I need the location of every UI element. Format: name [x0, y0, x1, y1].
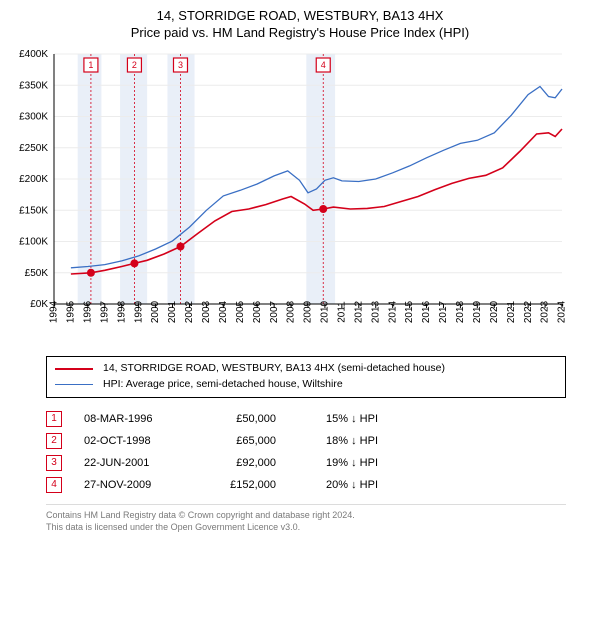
svg-text:£350K: £350K — [19, 80, 48, 91]
price-chart: £0K £50K £100K £150K £200K £250K £300K £350K £40… — [10, 46, 570, 346]
table-row: 3 22-JUN-2001 £92,000 19% ↓ HPI — [46, 452, 566, 474]
svg-text:2013: 2013 — [370, 300, 381, 323]
row-pct: 19% ↓ HPI — [298, 457, 378, 469]
row-marker: 3 — [46, 455, 62, 471]
row-price: £50,000 — [206, 413, 276, 425]
row-date: 08-MAR-1996 — [84, 413, 184, 425]
chart-title-line2: Price paid vs. HM Land Registry's House … — [10, 25, 590, 40]
legend-item: HPI: Average price, semi-detached house,… — [55, 377, 557, 393]
svg-text:2009: 2009 — [303, 300, 314, 323]
row-pct: 18% ↓ HPI — [298, 435, 378, 447]
table-row: 1 08-MAR-1996 £50,000 15% ↓ HPI — [46, 408, 566, 430]
svg-text:£250K: £250K — [19, 143, 48, 154]
table-row: 2 02-OCT-1998 £65,000 18% ↓ HPI — [46, 430, 566, 452]
svg-text:2012: 2012 — [353, 300, 364, 323]
row-marker: 4 — [46, 477, 62, 493]
svg-text:4: 4 — [321, 60, 326, 70]
row-pct: 15% ↓ HPI — [298, 413, 378, 425]
footer-line2: This data is licensed under the Open Gov… — [46, 521, 566, 534]
svg-text:1997: 1997 — [99, 300, 110, 323]
row-marker: 2 — [46, 433, 62, 449]
svg-text:1995: 1995 — [66, 300, 77, 323]
svg-text:£200K: £200K — [19, 174, 48, 185]
svg-text:2016: 2016 — [421, 300, 432, 323]
svg-text:1994: 1994 — [49, 300, 60, 323]
row-date: 22-JUN-2001 — [84, 457, 184, 469]
svg-text:2: 2 — [132, 60, 137, 70]
svg-text:2002: 2002 — [184, 300, 195, 323]
chart-title-line1: 14, STORRIDGE ROAD, WESTBURY, BA13 4HX — [10, 8, 590, 23]
legend-swatch-property — [55, 368, 93, 370]
svg-text:2001: 2001 — [167, 300, 178, 323]
row-price: £65,000 — [206, 435, 276, 447]
svg-text:2008: 2008 — [286, 300, 297, 323]
row-date: 02-OCT-1998 — [84, 435, 184, 447]
svg-text:£400K: £400K — [19, 49, 48, 60]
svg-text:2017: 2017 — [438, 300, 449, 323]
row-price: £92,000 — [206, 457, 276, 469]
svg-text:2021: 2021 — [506, 300, 517, 323]
row-date: 27-NOV-2009 — [84, 479, 184, 491]
svg-text:2022: 2022 — [523, 300, 534, 323]
svg-text:2010: 2010 — [320, 300, 331, 323]
row-pct: 20% ↓ HPI — [298, 479, 378, 491]
svg-text:£150K: £150K — [19, 205, 48, 216]
footer-line1: Contains HM Land Registry data © Crown c… — [46, 509, 566, 522]
legend-label: 14, STORRIDGE ROAD, WESTBURY, BA13 4HX (… — [103, 361, 445, 377]
transactions-table: 1 08-MAR-1996 £50,000 15% ↓ HPI 2 02-OCT… — [46, 408, 566, 496]
svg-text:£100K: £100K — [19, 237, 48, 248]
legend-swatch-hpi — [55, 384, 93, 385]
svg-text:2020: 2020 — [489, 300, 500, 323]
svg-text:1996: 1996 — [83, 300, 94, 323]
svg-text:2011: 2011 — [337, 301, 348, 323]
svg-text:2023: 2023 — [540, 300, 551, 323]
svg-text:£50K: £50K — [25, 268, 49, 279]
table-row: 4 27-NOV-2009 £152,000 20% ↓ HPI — [46, 474, 566, 496]
row-price: £152,000 — [206, 479, 276, 491]
svg-text:3: 3 — [178, 60, 183, 70]
svg-text:2007: 2007 — [269, 300, 280, 323]
svg-text:2003: 2003 — [201, 300, 212, 323]
svg-text:2014: 2014 — [387, 300, 398, 323]
row-marker: 1 — [46, 411, 62, 427]
svg-text:2000: 2000 — [150, 300, 161, 323]
legend-item: 14, STORRIDGE ROAD, WESTBURY, BA13 4HX (… — [55, 361, 557, 377]
legend-label: HPI: Average price, semi-detached house,… — [103, 377, 343, 393]
svg-text:1998: 1998 — [116, 300, 127, 323]
svg-text:2019: 2019 — [472, 300, 483, 323]
svg-text:2015: 2015 — [404, 300, 415, 323]
svg-text:1999: 1999 — [133, 300, 144, 323]
svg-text:2018: 2018 — [455, 300, 466, 323]
svg-text:2004: 2004 — [218, 300, 229, 323]
svg-text:£0K: £0K — [30, 299, 48, 310]
svg-text:1: 1 — [88, 60, 93, 70]
svg-text:£300K: £300K — [19, 112, 48, 123]
svg-text:2006: 2006 — [252, 300, 263, 323]
svg-text:2005: 2005 — [235, 300, 246, 323]
footer: Contains HM Land Registry data © Crown c… — [46, 504, 566, 534]
legend: 14, STORRIDGE ROAD, WESTBURY, BA13 4HX (… — [46, 356, 566, 398]
svg-text:2024: 2024 — [557, 300, 568, 323]
